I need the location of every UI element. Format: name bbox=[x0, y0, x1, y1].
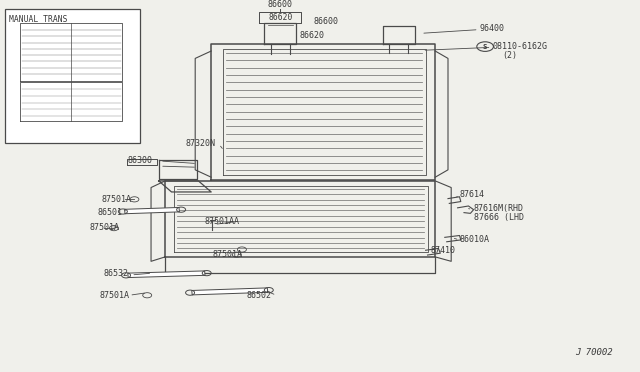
Text: 86532: 86532 bbox=[104, 269, 129, 278]
Text: 08110-6162G: 08110-6162G bbox=[493, 42, 548, 51]
Text: 87410: 87410 bbox=[430, 247, 455, 256]
Text: 87501A: 87501A bbox=[99, 291, 129, 300]
Text: 87501A: 87501A bbox=[90, 223, 120, 232]
Text: S: S bbox=[483, 44, 487, 49]
Text: 86010A: 86010A bbox=[460, 235, 490, 244]
Text: 86300: 86300 bbox=[128, 157, 153, 166]
Text: 87501A: 87501A bbox=[101, 195, 131, 204]
Text: 96400: 96400 bbox=[480, 25, 505, 33]
Bar bbox=[5, 9, 140, 143]
Text: 87666 (LHD: 87666 (LHD bbox=[474, 213, 524, 222]
Text: 87616M(RHD: 87616M(RHD bbox=[474, 205, 524, 214]
Text: 86600: 86600 bbox=[268, 0, 293, 9]
Text: 86600: 86600 bbox=[314, 17, 339, 26]
Text: 87320N: 87320N bbox=[186, 140, 216, 148]
Polygon shape bbox=[125, 208, 179, 214]
Text: 87614: 87614 bbox=[460, 190, 484, 199]
Text: (2): (2) bbox=[502, 51, 517, 60]
Text: 87501A: 87501A bbox=[212, 250, 243, 259]
Text: 86501: 86501 bbox=[97, 208, 122, 217]
Text: 86620: 86620 bbox=[268, 13, 292, 22]
Text: MANUAL TRANS: MANUAL TRANS bbox=[9, 15, 67, 24]
Polygon shape bbox=[128, 271, 205, 278]
Text: 86502: 86502 bbox=[246, 291, 271, 300]
Polygon shape bbox=[192, 288, 268, 295]
Text: 86620: 86620 bbox=[300, 31, 324, 40]
Text: J 70002: J 70002 bbox=[575, 348, 613, 357]
Text: 87501AA: 87501AA bbox=[205, 217, 240, 226]
